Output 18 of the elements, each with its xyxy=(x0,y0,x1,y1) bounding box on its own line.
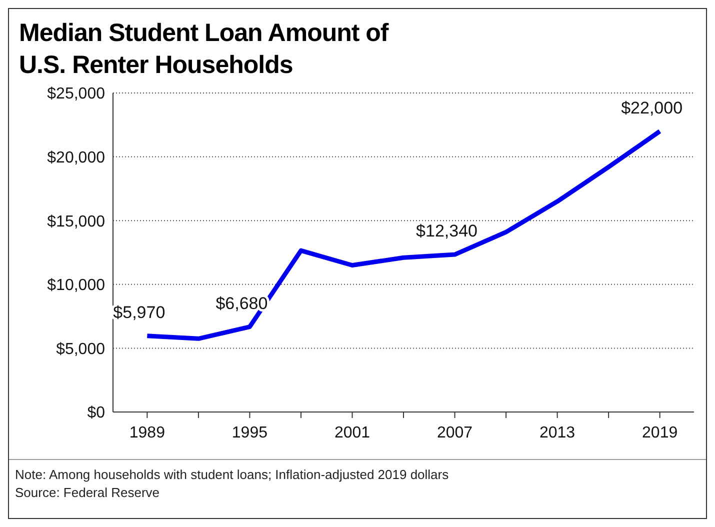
x-tick-label: 2019 xyxy=(642,424,678,442)
data-label: $22,000 xyxy=(621,98,683,118)
x-tick-label: 1989 xyxy=(129,424,166,442)
y-tick-label: $25,000 xyxy=(47,86,106,103)
source-note: Source: Federal Reserve xyxy=(15,484,161,502)
x-tick-label: 2001 xyxy=(334,424,370,442)
data-label: $12,340 xyxy=(416,222,478,241)
y-tick-label: $5,000 xyxy=(56,340,106,358)
y-tick-label: $20,000 xyxy=(47,149,106,166)
y-tick-label: $10,000 xyxy=(47,277,106,294)
x-tick-label: 2013 xyxy=(539,424,576,442)
data-label: $5,970 xyxy=(113,302,166,322)
x-tick-label: 1995 xyxy=(232,424,268,442)
text: Note: Among households with student loans; Inflation-adjusted 2019 dollars xyxy=(15,466,450,484)
y-tick-label: $15,000 xyxy=(47,213,106,230)
chart-title: Median Student Loan Amount of U.S. Renter Households xyxy=(18,18,390,81)
x-tick-label: 2007 xyxy=(436,424,473,442)
y-tick-label: $0 xyxy=(87,404,106,422)
